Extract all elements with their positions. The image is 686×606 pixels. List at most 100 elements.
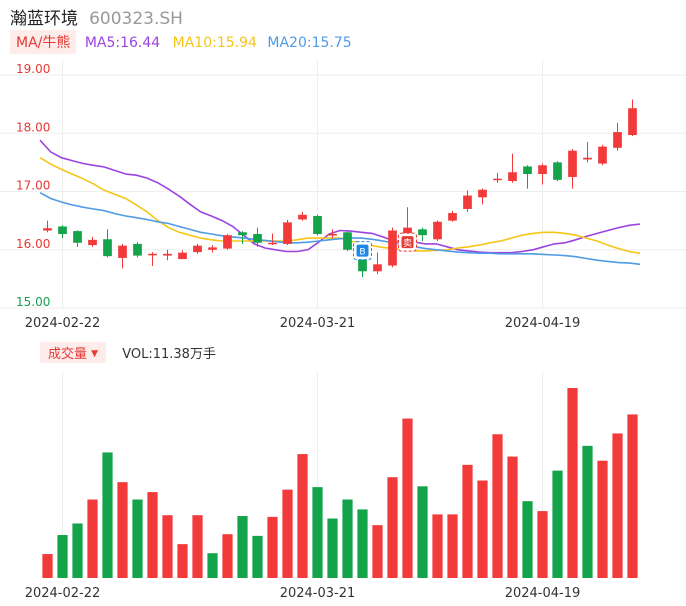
candle-body xyxy=(88,239,97,246)
volume-bar xyxy=(552,470,563,578)
volume-bar xyxy=(267,516,278,578)
volume-bar xyxy=(207,553,218,578)
candle-body xyxy=(73,231,82,243)
volume-indicator-tag[interactable]: 成交量 ▼ xyxy=(40,342,107,363)
candle-body xyxy=(463,195,472,209)
volume-bar xyxy=(42,554,53,578)
candle-body xyxy=(433,221,442,240)
candle-body xyxy=(598,146,607,164)
candle-body xyxy=(193,245,202,253)
candle-body xyxy=(553,162,562,180)
volume-bar xyxy=(162,515,173,578)
candle-body xyxy=(523,166,532,175)
price-tick-label: 15.00 xyxy=(16,295,50,309)
volume-date-label: 2024-03-21 xyxy=(280,586,356,601)
candle-body xyxy=(613,132,622,148)
signal-badge xyxy=(401,236,414,249)
volume-bar xyxy=(102,452,113,578)
candle-body xyxy=(313,215,322,235)
candle-body xyxy=(568,150,577,177)
candle-body xyxy=(163,253,172,256)
volume-bar xyxy=(222,534,233,578)
candle-body xyxy=(133,243,142,256)
signal-label: 卖 xyxy=(403,238,412,249)
ma20-legend: MA20:15.75 xyxy=(267,35,352,51)
volume-bar xyxy=(312,487,323,578)
ma-legend: MA/牛熊 MA5:16.44 MA10:15.94 MA20:15.75 xyxy=(10,30,352,54)
volume-bar xyxy=(132,499,143,578)
price-tick-label: 18.00 xyxy=(16,120,50,134)
volume-bar xyxy=(507,456,518,578)
volume-legend: 成交量 ▼ VOL:11.38万手 xyxy=(40,342,216,363)
candle-body xyxy=(268,242,277,245)
ma20-line xyxy=(39,191,641,266)
candle-body xyxy=(178,252,187,260)
ma10-legend: MA10:15.94 xyxy=(172,35,257,51)
volume-bar xyxy=(177,544,188,578)
volume-bar xyxy=(522,501,533,578)
candle-body xyxy=(103,239,112,257)
volume-bar xyxy=(252,535,263,578)
price-date-label: 2024-02-22 xyxy=(25,316,101,331)
candle-body xyxy=(328,234,337,236)
price-date-label: 2024-03-21 xyxy=(280,316,356,331)
ma5-legend: MA5:16.44 xyxy=(84,35,161,51)
volume-value: VOL:11.38万手 xyxy=(122,347,216,362)
volume-bar xyxy=(627,414,638,578)
sell-signal-icon: 卖 xyxy=(398,232,417,252)
candle-body xyxy=(583,157,592,160)
candle-body xyxy=(283,222,292,244)
candle-body xyxy=(538,165,547,175)
volume-tag-label: 成交量 xyxy=(48,347,88,362)
candle-body xyxy=(238,232,247,236)
price-tick-label: 16.00 xyxy=(16,237,50,251)
volume-bar xyxy=(72,523,83,578)
volume-bar xyxy=(447,514,458,578)
volume-bar xyxy=(612,433,623,578)
dropdown-arrow-icon: ▼ xyxy=(91,349,99,359)
volume-bar xyxy=(57,535,68,578)
volume-bar xyxy=(357,509,368,578)
volume-bar xyxy=(327,518,338,578)
volume-bar xyxy=(477,480,488,578)
buy-signal-icon: B xyxy=(353,241,372,261)
volume-bar xyxy=(372,525,383,578)
ma-indicator-tag[interactable]: MA/牛熊 xyxy=(10,30,77,54)
candle-body xyxy=(43,228,52,231)
title-row: 瀚蓝环境 600323.SH xyxy=(10,4,183,29)
volume-bar xyxy=(402,418,413,578)
volume-bar xyxy=(192,515,203,578)
candle-body xyxy=(418,229,427,236)
candle-body xyxy=(493,178,502,181)
volume-bar xyxy=(492,434,503,578)
candle-body xyxy=(478,189,487,198)
volume-bar xyxy=(117,482,128,578)
stock-code: 600323.SH xyxy=(89,9,183,29)
candle-body xyxy=(508,172,517,182)
volume-bar xyxy=(147,492,158,578)
volume-bar xyxy=(597,460,608,578)
volume-bar xyxy=(237,516,248,578)
volume-bar xyxy=(282,489,293,578)
ma5-line xyxy=(39,139,641,254)
volume-date-label: 2024-02-22 xyxy=(25,586,101,601)
candle-body xyxy=(343,232,352,250)
candle-body xyxy=(298,214,307,220)
price-date-label: 2024-04-19 xyxy=(505,316,581,331)
candle-body xyxy=(223,235,232,249)
candle-body xyxy=(403,227,412,234)
candle-body xyxy=(358,249,367,272)
candle-body xyxy=(148,253,157,256)
volume-bar xyxy=(462,464,473,578)
volume-bar xyxy=(567,388,578,578)
candle-body xyxy=(118,245,127,258)
candle-body xyxy=(388,230,397,266)
stock-name: 瀚蓝环境 xyxy=(10,9,78,29)
price-tick-label: 17.00 xyxy=(16,179,50,193)
candle-body xyxy=(628,108,637,135)
volume-bar xyxy=(297,454,308,578)
volume-date-label: 2024-04-19 xyxy=(505,586,581,601)
volume-bar xyxy=(582,445,593,578)
volume-bar xyxy=(342,499,353,578)
